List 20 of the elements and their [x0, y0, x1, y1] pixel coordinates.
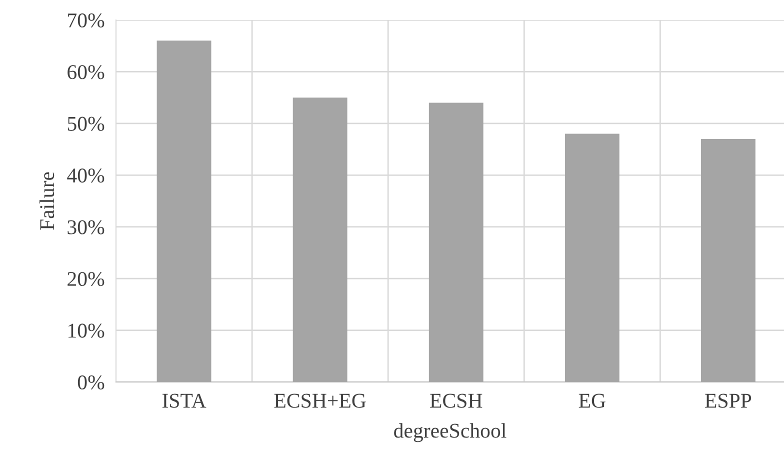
bar [428, 102, 484, 382]
x-tick-label: ESPP [705, 394, 752, 408]
y-tick-label: 20% [68, 272, 104, 286]
x-tick-label: ECSH [430, 394, 482, 408]
x-tick-label: ISTA [162, 394, 206, 408]
y-tick-label: 30% [68, 220, 104, 234]
y-tick-label: 0% [78, 375, 104, 390]
y-tick-label: 40% [67, 168, 104, 183]
x-tick-label: EG [578, 394, 606, 408]
y-tick-label: 60% [68, 65, 104, 80]
y-axis-title: Failure [39, 172, 54, 230]
bar [156, 40, 212, 382]
x-tick-label: ECSH+EG [274, 394, 366, 408]
bar [292, 98, 348, 382]
bar [564, 134, 620, 382]
bar [701, 138, 756, 382]
y-tick-label: 50% [68, 116, 104, 131]
y-tick-label: 70% [68, 13, 104, 28]
x-axis-title: degreeSchool [394, 423, 506, 442]
y-tick-label: 10% [68, 324, 104, 338]
